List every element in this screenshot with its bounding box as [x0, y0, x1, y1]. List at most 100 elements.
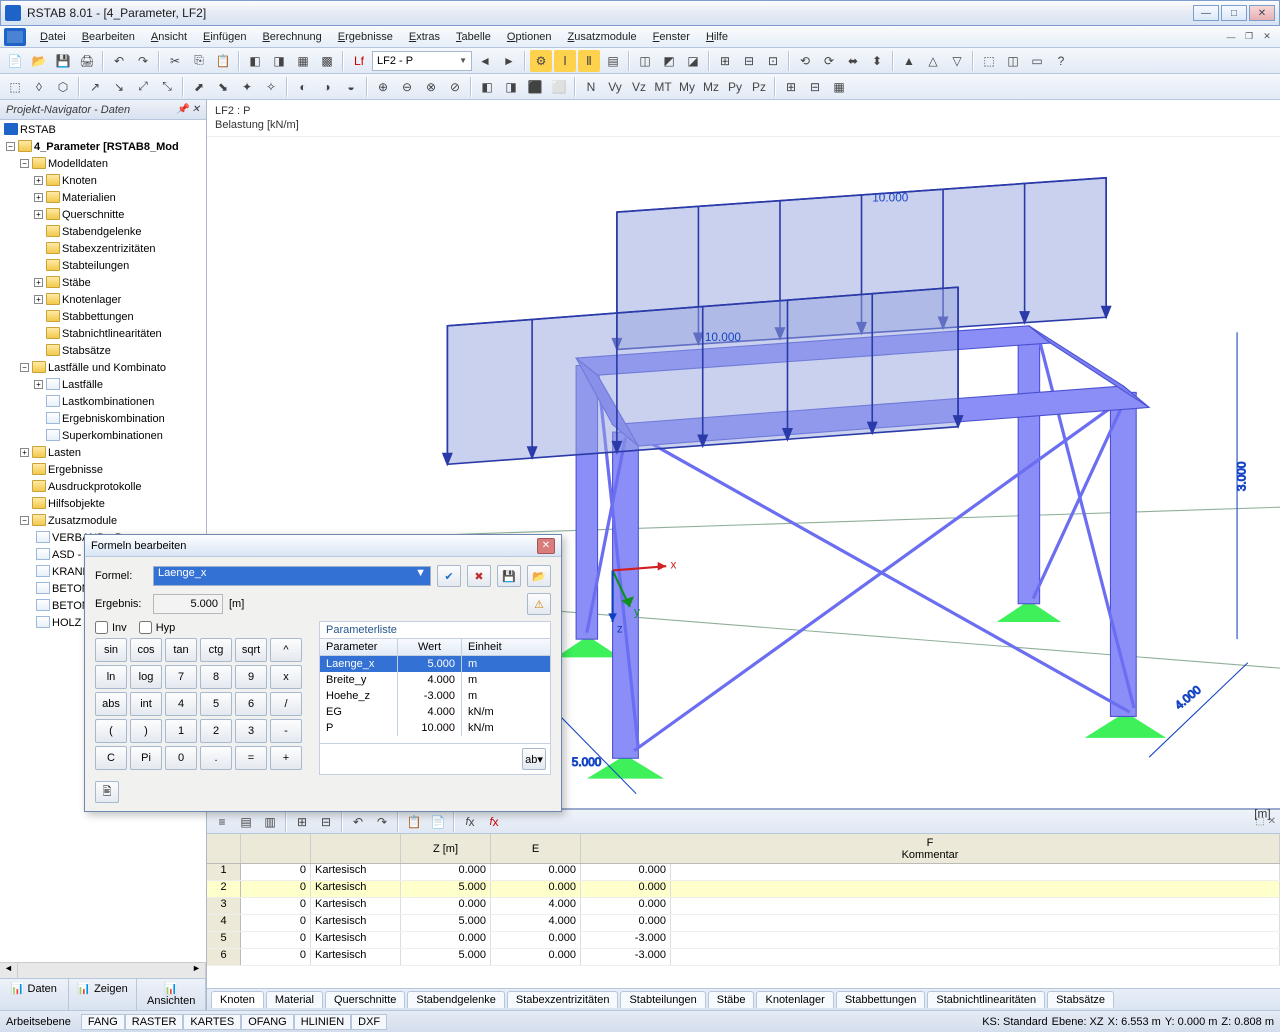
scroll-left-icon[interactable]: ◄: [0, 963, 18, 978]
key-3[interactable]: 3: [235, 719, 267, 743]
dlg-help-icon[interactable]: 🖹: [95, 781, 119, 803]
tree-item[interactable]: Hilfsobjekte: [32, 496, 204, 513]
key-sin[interactable]: sin: [95, 638, 127, 662]
tb-p-icon[interactable]: △: [922, 50, 944, 72]
table-tab-stabendgelenke[interactable]: Stabendgelenke: [407, 991, 505, 1008]
tree-item[interactable]: +Knotenlager: [46, 292, 204, 309]
menu-extras[interactable]: Extras: [401, 29, 448, 45]
key-tan[interactable]: tan: [165, 638, 197, 662]
tb-u-icon[interactable]: ?: [1050, 50, 1072, 72]
tb2-j-icon[interactable]: ✦: [236, 76, 258, 98]
mdi-minimize[interactable]: —: [1222, 30, 1240, 44]
key-1[interactable]: 1: [165, 719, 197, 743]
tree-item[interactable]: Ausdruckprotokolle: [32, 479, 204, 496]
tb2-ae-icon[interactable]: ⊞: [780, 76, 802, 98]
tb2-e-icon[interactable]: ↘: [108, 76, 130, 98]
tree-item[interactable]: −Zusatzmodule: [32, 513, 204, 530]
nav-tab-ansichten[interactable]: 📊 Ansichten: [137, 979, 206, 1010]
tb-open-icon[interactable]: 📂: [28, 50, 50, 72]
tb2-f-icon[interactable]: ⤢: [132, 76, 154, 98]
table-tab-querschnitte[interactable]: Querschnitte: [325, 991, 405, 1008]
tree-item[interactable]: +Querschnitte: [46, 207, 204, 224]
table-tab-stabbettungen[interactable]: Stabbettungen: [836, 991, 926, 1008]
menu-einfügen[interactable]: Einfügen: [195, 29, 254, 45]
formel-save-icon[interactable]: 💾: [497, 565, 521, 587]
table-row[interactable]: 30Kartesisch0.0004.0000.000: [207, 898, 1280, 915]
menu-ansicht[interactable]: Ansicht: [143, 29, 195, 45]
table-row[interactable]: 50Kartesisch0.0000.000-3.000: [207, 932, 1280, 949]
key-int[interactable]: int: [130, 692, 162, 716]
tb2-u-icon[interactable]: ⬛: [524, 76, 546, 98]
dialog-close-icon[interactable]: ✕: [537, 538, 555, 554]
tb-c-icon[interactable]: ▦: [292, 50, 314, 72]
key-+[interactable]: +: [270, 746, 302, 770]
tb-print-icon[interactable]: 🖨: [76, 50, 98, 72]
key-6[interactable]: 6: [235, 692, 267, 716]
key-9[interactable]: 9: [235, 665, 267, 689]
tree-item[interactable]: Stabbettungen: [46, 309, 204, 326]
tb-copy-icon[interactable]: ⎘: [188, 50, 210, 72]
key-([interactable]: (: [95, 719, 127, 743]
tb-a-icon[interactable]: ◧: [244, 50, 266, 72]
table-tab-stabteilungen[interactable]: Stabteilungen: [620, 991, 705, 1008]
tb-f-icon[interactable]: ◩: [658, 50, 680, 72]
tb2-m-icon[interactable]: ◑: [316, 76, 338, 98]
menu-fenster[interactable]: Fenster: [645, 29, 698, 45]
tb-cut-icon[interactable]: ✂: [164, 50, 186, 72]
menu-optionen[interactable]: Optionen: [499, 29, 560, 45]
tb-m-icon[interactable]: ⬌: [842, 50, 864, 72]
status-toggle-kartes[interactable]: KARTES: [183, 1014, 241, 1030]
tb-save-icon[interactable]: 💾: [52, 50, 74, 72]
param-row[interactable]: EG4.000kN/m: [320, 704, 550, 720]
tb-redo-icon[interactable]: ↷: [132, 50, 154, 72]
tb-j-icon[interactable]: ⊡: [762, 50, 784, 72]
key-C[interactable]: C: [95, 746, 127, 770]
key-5[interactable]: 5: [200, 692, 232, 716]
tb2-k-icon[interactable]: ✧: [260, 76, 282, 98]
formel-apply-icon[interactable]: ✔: [437, 565, 461, 587]
menu-tabelle[interactable]: Tabelle: [448, 29, 499, 45]
tb2-w-icon[interactable]: N: [580, 76, 602, 98]
tree-item[interactable]: +Lastfälle: [46, 377, 204, 394]
key-ctg[interactable]: ctg: [200, 638, 232, 662]
tb-lf-icon[interactable]: Lf: [348, 50, 370, 72]
table-tab-stäbe[interactable]: Stäbe: [708, 991, 755, 1008]
tb2-x-icon[interactable]: Vy: [604, 76, 626, 98]
formel-open-icon[interactable]: 📂: [527, 565, 551, 587]
tb2-a-icon[interactable]: ⬚: [4, 76, 26, 98]
key-=[interactable]: =: [235, 746, 267, 770]
tb2-b-icon[interactable]: ◊: [28, 76, 50, 98]
pin-icon[interactable]: 📌 ✕: [176, 104, 200, 115]
tb-r-icon[interactable]: ⬚: [978, 50, 1000, 72]
scroll-right-icon[interactable]: ►: [188, 963, 206, 978]
tb2-r-icon[interactable]: ⊘: [444, 76, 466, 98]
table-tab-stabexzentrizitäten[interactable]: Stabexzentrizitäten: [507, 991, 619, 1008]
tb2-c-icon[interactable]: ⬡: [52, 76, 74, 98]
status-toggle-dxf[interactable]: DXF: [351, 1014, 387, 1030]
table-row[interactable]: 60Kartesisch5.0000.000-3.000: [207, 949, 1280, 966]
key-ln[interactable]: ln: [95, 665, 127, 689]
key-)[interactable]: ): [130, 719, 162, 743]
table-tab-stabnichtlinearitäten[interactable]: Stabnichtlinearitäten: [927, 991, 1045, 1008]
tb-l-icon[interactable]: ⟳: [818, 50, 840, 72]
table-row[interactable]: 20Kartesisch5.0000.0000.000: [207, 881, 1280, 898]
inv-checkbox[interactable]: Inv: [95, 621, 127, 634]
menu-ergebnisse[interactable]: Ergebnisse: [330, 29, 401, 45]
tb-o-icon[interactable]: ▲: [898, 50, 920, 72]
table-tab-material[interactable]: Material: [266, 991, 323, 1008]
tb2-ac-icon[interactable]: Py: [724, 76, 746, 98]
param-row[interactable]: Laenge_x5.000m: [320, 656, 550, 672]
tree-item[interactable]: Lastkombinationen: [46, 394, 204, 411]
table-tab-stabsätze[interactable]: Stabsätze: [1047, 991, 1114, 1008]
table-body[interactable]: 10Kartesisch0.0000.0000.00020Kartesisch5…: [207, 864, 1280, 988]
key-x[interactable]: x: [270, 665, 302, 689]
tb-res1-icon[interactable]: Ⅰ: [554, 50, 576, 72]
key-/[interactable]: /: [270, 692, 302, 716]
tb2-z-icon[interactable]: MT: [652, 76, 674, 98]
tb-k-icon[interactable]: ⟲: [794, 50, 816, 72]
tree-item[interactable]: Stabteilungen: [46, 258, 204, 275]
formel-cancel-icon[interactable]: ✖: [467, 565, 491, 587]
key-abs[interactable]: abs: [95, 692, 127, 716]
tb2-l-icon[interactable]: ◐: [292, 76, 314, 98]
tree-item[interactable]: Superkombinationen: [46, 428, 204, 445]
